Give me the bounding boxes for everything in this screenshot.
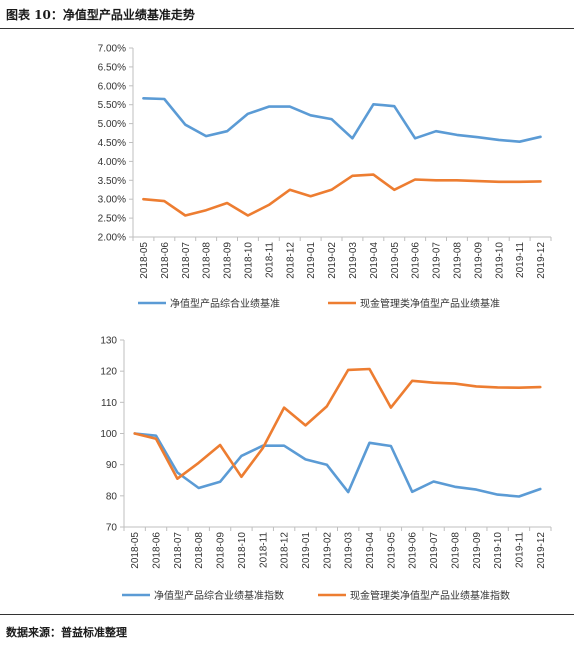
x-tick-label: 2019-05 xyxy=(390,242,401,279)
figure-title: 图表 10：净值型产品业绩基准走势 xyxy=(6,8,195,22)
y-tick-label: 7.00% xyxy=(98,44,126,55)
x-tick-label: 2019-05 xyxy=(386,532,397,569)
x-tick-label: 2018-05 xyxy=(130,532,141,569)
x-tick-label: 2019-12 xyxy=(536,532,547,569)
x-tick-label: 2019-08 xyxy=(452,242,463,279)
legend-label-1: 净值型产品综合业绩基准 xyxy=(170,297,280,310)
series-line-2 xyxy=(142,173,542,217)
legend-label-2: 现金管理类净值型产品业绩基准 xyxy=(360,297,500,310)
x-tick-label: 2018-12 xyxy=(285,242,296,279)
x-tick-label: 2018-07 xyxy=(173,532,184,569)
y-tick-label: 6.00% xyxy=(98,81,126,92)
x-tick-label: 2019-08 xyxy=(450,532,461,569)
y-tick-label: 4.50% xyxy=(98,138,126,149)
x-tick-label: 2019-10 xyxy=(494,242,505,279)
x-tick-label: 2019-09 xyxy=(473,242,484,279)
x-tick-label: 2019-07 xyxy=(432,242,443,279)
x-tick-label: 2018-11 xyxy=(258,532,269,568)
x-tick-label: 2019-07 xyxy=(429,532,440,569)
y-tick-label: 6.50% xyxy=(98,62,126,73)
top-rule xyxy=(0,28,574,29)
y-tick-label: 100 xyxy=(100,429,117,440)
chart-benchmark-rate: 2.00% 2.50% 3.00% 3.50% 4.00% 4.50% 5.00% 5.50%… xyxy=(98,44,552,310)
series-line-2 xyxy=(133,367,542,480)
x-tick-label: 2018-11 xyxy=(264,242,275,278)
x-tick-label: 2019-02 xyxy=(327,242,338,279)
series-line-1 xyxy=(142,97,542,143)
x-tick-label: 2019-11 xyxy=(515,242,526,278)
y-tick-label: 2.00% xyxy=(98,233,126,244)
y-tick-label: 80 xyxy=(106,491,118,502)
x-tick-label: 2019-06 xyxy=(411,242,422,279)
y-tick-label: 2.50% xyxy=(98,214,126,225)
y-tick-label: 70 xyxy=(106,523,118,534)
y-tick-label: 3.00% xyxy=(98,195,126,206)
y-tick-label: 3.50% xyxy=(98,176,126,187)
x-tick-label: 2018-06 xyxy=(152,532,163,569)
x-tick-label: 2019-09 xyxy=(472,532,483,569)
x-tick-label: 2018-10 xyxy=(243,242,254,279)
x-tick-label: 2018-07 xyxy=(181,242,192,279)
x-tick-label: 2019-06 xyxy=(408,532,419,569)
legend-label-2: 现金管理类净值型产品业绩基准指数 xyxy=(350,589,510,602)
y-tick-label: 130 xyxy=(100,336,117,347)
y-tick-label: 4.00% xyxy=(98,157,126,168)
x-tick-label: 2018-09 xyxy=(223,242,234,279)
x-tick-label: 2019-10 xyxy=(493,532,504,569)
x-tick-label: 2018-09 xyxy=(216,532,227,569)
y-tick-label: 110 xyxy=(101,398,117,409)
x-tick-label: 2019-02 xyxy=(322,532,333,569)
x-tick-label: 2018-12 xyxy=(280,532,291,569)
x-tick-label: 2019-04 xyxy=(369,242,380,279)
x-tick-label: 2018-05 xyxy=(139,242,150,279)
x-tick-label: 2019-12 xyxy=(536,242,547,279)
bottom-rule xyxy=(0,614,574,615)
y-tick-label: 5.50% xyxy=(98,100,126,111)
y-tick-label: 90 xyxy=(106,460,118,471)
x-tick-label: 2018-10 xyxy=(237,532,248,569)
x-tick-label: 2019-03 xyxy=(348,242,359,279)
x-tick-label: 2018-08 xyxy=(202,242,213,279)
legend-label-1: 净值型产品综合业绩基准指数 xyxy=(154,589,284,602)
x-tick-label: 2019-04 xyxy=(365,532,376,569)
y-tick-label: 120 xyxy=(100,367,117,378)
x-tick-label: 2019-03 xyxy=(344,532,355,569)
chart-benchmark-index: 70 80 90 100 110 120 130 2018-05 2018-06 2018-07 2… xyxy=(100,336,552,602)
x-tick-label: 2018-08 xyxy=(194,532,205,569)
x-tick-label: 2018-06 xyxy=(160,242,171,279)
x-tick-label: 2019-01 xyxy=(306,242,317,279)
source-note: 数据来源：普益标准整理 xyxy=(6,626,127,639)
x-tick-label: 2019-01 xyxy=(301,532,312,569)
series-line-1 xyxy=(133,432,542,498)
y-tick-label: 5.00% xyxy=(98,119,126,130)
x-tick-label: 2019-11 xyxy=(514,532,525,568)
